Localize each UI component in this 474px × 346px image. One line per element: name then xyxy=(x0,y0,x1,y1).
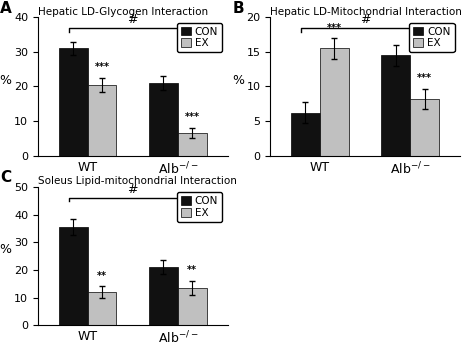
Text: Soleus Lipid-mitochondrial Interaction: Soleus Lipid-mitochondrial Interaction xyxy=(38,176,237,186)
Bar xyxy=(59,48,88,156)
Text: ***: *** xyxy=(327,22,342,33)
Text: ***: *** xyxy=(94,62,109,72)
Text: **: ** xyxy=(187,265,197,275)
Bar xyxy=(291,113,320,156)
Bar xyxy=(149,267,178,325)
Bar xyxy=(178,288,207,325)
Text: Hepatic LD-Glycogen Interaction: Hepatic LD-Glycogen Interaction xyxy=(38,7,208,17)
Text: ***: *** xyxy=(185,112,200,122)
Text: B: B xyxy=(232,1,244,16)
Bar xyxy=(149,83,178,156)
Y-axis label: %: % xyxy=(232,73,244,86)
Legend: CON, EX: CON, EX xyxy=(410,22,455,52)
Text: A: A xyxy=(0,1,12,16)
Bar xyxy=(381,55,410,156)
Bar xyxy=(178,133,207,156)
Y-axis label: %: % xyxy=(0,243,12,256)
Text: #: # xyxy=(128,13,138,26)
Text: ***: *** xyxy=(417,73,432,83)
Y-axis label: %: % xyxy=(0,73,12,86)
Bar xyxy=(88,85,117,156)
Bar xyxy=(410,99,439,156)
Text: C: C xyxy=(0,170,11,185)
Legend: CON, EX: CON, EX xyxy=(177,22,222,52)
Bar xyxy=(320,48,349,156)
Bar xyxy=(88,292,117,325)
Text: Hepatic LD-Mitochondrial Interaction: Hepatic LD-Mitochondrial Interaction xyxy=(270,7,462,17)
Text: #: # xyxy=(128,183,138,196)
Legend: CON, EX: CON, EX xyxy=(177,192,222,222)
Text: **: ** xyxy=(97,271,107,281)
Bar xyxy=(59,227,88,325)
Text: #: # xyxy=(360,13,370,26)
